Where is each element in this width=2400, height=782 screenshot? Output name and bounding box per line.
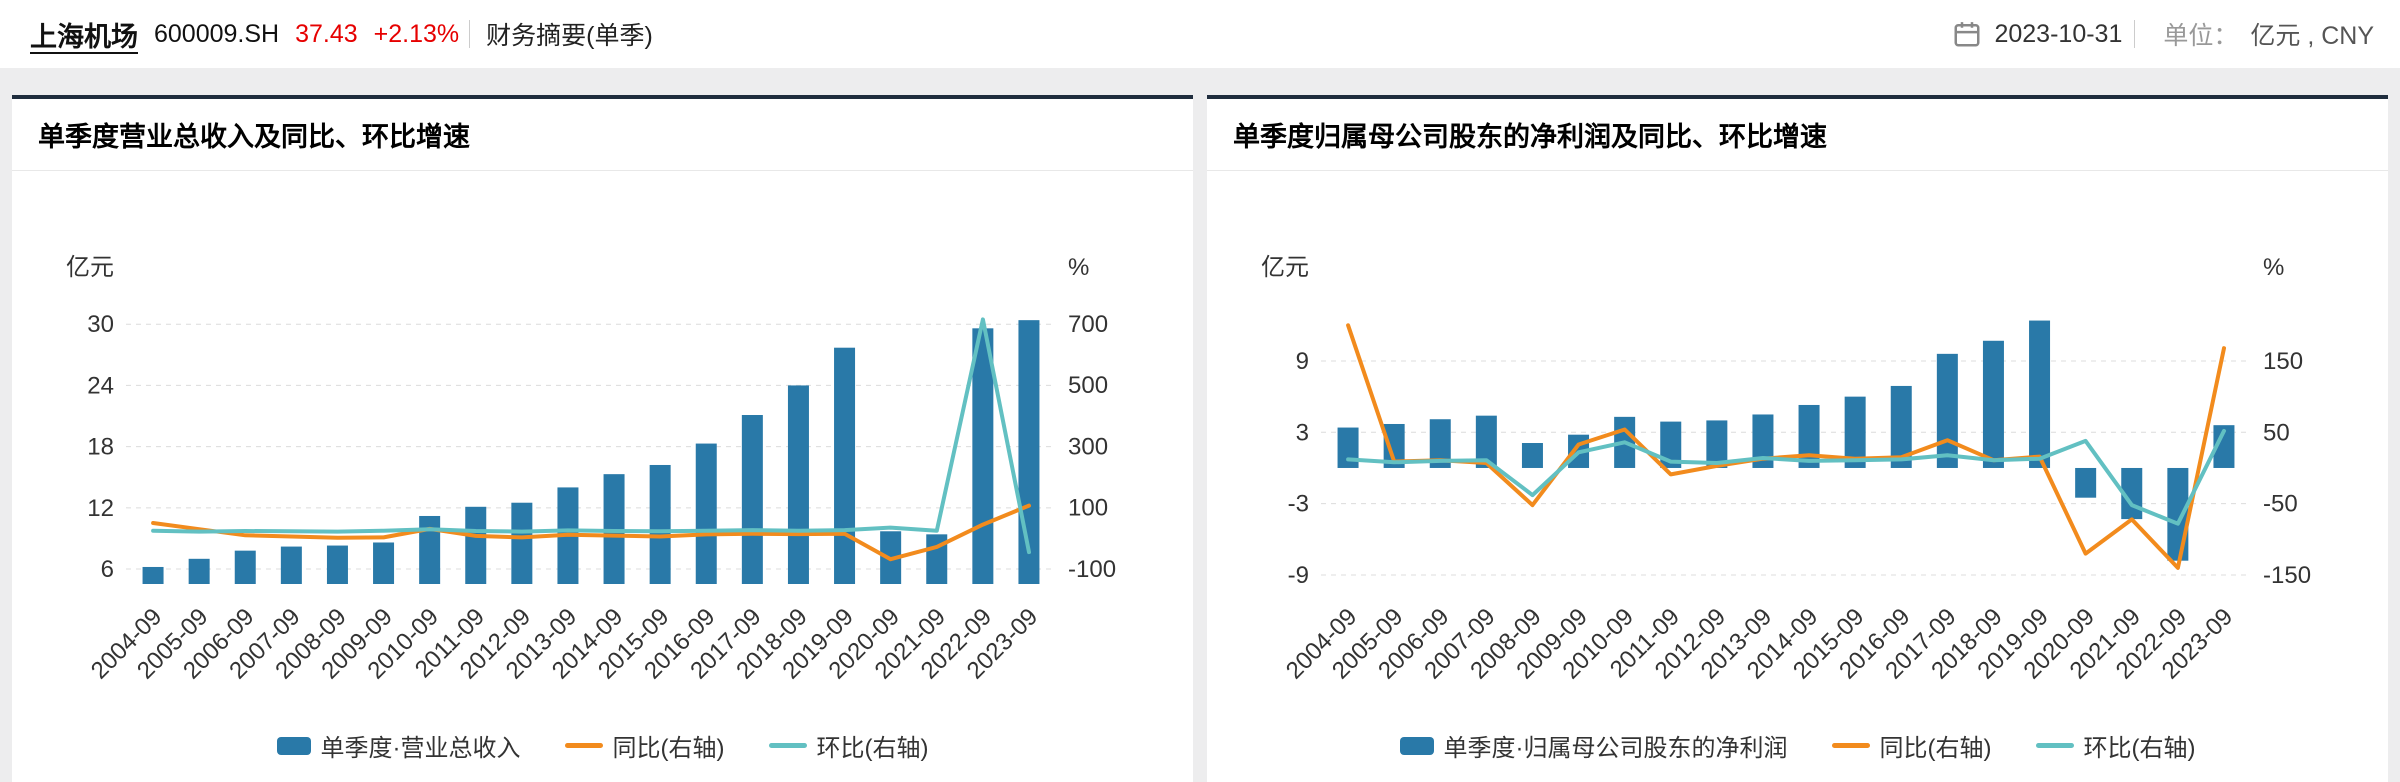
svg-text:9: 9 bbox=[1296, 348, 1309, 375]
stock-price: 37.43 bbox=[295, 19, 358, 48]
svg-text:150: 150 bbox=[2263, 348, 2303, 375]
svg-text:700: 700 bbox=[1068, 311, 1108, 338]
svg-text:50: 50 bbox=[2263, 419, 2290, 446]
net-profit-chart-panel: 单季度归属母公司股东的净利润及同比、环比增速 -9 -3 3 9 -150 -50 50 15… bbox=[1207, 95, 2388, 782]
revenue-chart-svg[interactable]: 6 12 18 24 30 -100 100 300 500 700 亿元 % 2004-092005-… bbox=[12, 171, 1192, 726]
line-swatch bbox=[768, 743, 807, 748]
panel-title: 单季度营业总收入及同比、环比增速 bbox=[12, 99, 1193, 171]
legend-item[interactable]: 环比(右轴) bbox=[768, 728, 929, 763]
stock-code: 600009.SH bbox=[154, 19, 280, 48]
bars[interactable] bbox=[1337, 320, 2235, 561]
legend-item[interactable]: 同比(右轴) bbox=[1831, 728, 1992, 763]
stock-name-link[interactable]: 上海机场 bbox=[30, 21, 138, 52]
svg-text:100: 100 bbox=[1068, 495, 1108, 522]
svg-text:-50: -50 bbox=[2263, 491, 2298, 518]
svg-text:-100: -100 bbox=[1068, 556, 1116, 583]
revenue-chart[interactable]: 6 12 18 24 30 -100 100 300 500 700 亿元% 2004-09 2005-… bbox=[12, 171, 1193, 726]
net-profit-chart-svg[interactable]: -9 -3 3 9 -150 -50 50 150 亿元 % 2004-092005-092006-… bbox=[1207, 171, 2387, 726]
app-header: 上海机场 600009.SH 37.43 +2.13% 财务摘要(单季) 202… bbox=[0, 0, 2400, 68]
svg-text:12: 12 bbox=[87, 495, 114, 522]
calendar-icon[interactable] bbox=[1952, 19, 1982, 49]
legend-label: 同比(右轴) bbox=[1879, 735, 1992, 762]
revenue-chart-panel: 单季度营业总收入及同比、环比增速 6 12 18 24 30 -100 100 300 500 7… bbox=[12, 95, 1193, 782]
svg-text:30: 30 bbox=[87, 311, 114, 338]
svg-text:500: 500 bbox=[1068, 372, 1108, 399]
svg-text:-150: -150 bbox=[2263, 562, 2311, 589]
legend-label: 环比(右轴) bbox=[2083, 735, 2196, 762]
bar-swatch bbox=[276, 736, 311, 755]
legend-item[interactable]: 环比(右轴) bbox=[2035, 728, 2196, 763]
bars[interactable] bbox=[142, 320, 1040, 584]
qoq-line[interactable] bbox=[1346, 428, 2226, 526]
stock-change: +2.13% bbox=[373, 19, 460, 48]
left-axis-unit: 亿元 bbox=[1261, 254, 1309, 281]
svg-text:300: 300 bbox=[1068, 433, 1108, 460]
legend-label: 单季度·归属母公司股东的净利润 bbox=[1443, 735, 1788, 762]
legend-label: 单季度·营业总收入 bbox=[320, 735, 521, 762]
legend-item[interactable]: 单季度·归属母公司股东的净利润 bbox=[1399, 728, 1788, 763]
legend-item[interactable]: 同比(右轴) bbox=[564, 728, 725, 763]
svg-text:-3: -3 bbox=[1288, 491, 1309, 518]
qoq-line[interactable] bbox=[151, 317, 1031, 555]
yoy-line[interactable] bbox=[1346, 323, 2226, 570]
yoy-line[interactable] bbox=[151, 503, 1031, 562]
report-date-picker[interactable]: 2023-10-31 bbox=[1994, 19, 2123, 48]
header-right: 2023-10-31 单位： 亿元 , CNY bbox=[1940, 16, 2374, 52]
x-axis-labels: 2004-092005-092006-092007-092008-092009-… bbox=[86, 603, 1043, 684]
report-type-label: 财务摘要(单季) bbox=[486, 22, 653, 50]
axes: -9 -3 3 9 -150 -50 50 150 亿元% bbox=[1261, 254, 2311, 589]
svg-text:6: 6 bbox=[101, 556, 114, 583]
right-axis-unit: % bbox=[2263, 254, 2284, 281]
divider bbox=[2134, 20, 2136, 48]
svg-text:18: 18 bbox=[87, 434, 114, 461]
svg-text:24: 24 bbox=[87, 372, 114, 399]
panel-title: 单季度归属母公司股东的净利润及同比、环比增速 bbox=[1207, 99, 2388, 171]
net-profit-chart-legend: 单季度·归属母公司股东的净利润 同比(右轴) 环比(右轴) bbox=[1207, 728, 2388, 763]
revenue-chart-legend: 单季度·营业总收入 同比(右轴) 环比(右轴) bbox=[12, 728, 1193, 763]
line-swatch bbox=[2035, 743, 2074, 748]
net-profit-chart[interactable]: -9 -3 3 9 -150 -50 50 150 亿元% 2004-09 2005-09 2006-… bbox=[1207, 171, 2388, 726]
unit-value: 亿元 , CNY bbox=[2250, 22, 2374, 50]
stock-summary: 上海机场 600009.SH 37.43 +2.13% 财务摘要(单季) bbox=[30, 15, 669, 54]
legend-item[interactable]: 单季度·营业总收入 bbox=[276, 728, 521, 763]
right-axis-unit: % bbox=[1068, 254, 1089, 281]
x-axis-labels: 2004-092005-092006-092007-092008-092009-… bbox=[1281, 603, 2238, 684]
axes: 6 12 18 24 30 -100 100 300 500 700 亿元% bbox=[66, 254, 1116, 583]
left-axis-unit: 亿元 bbox=[66, 254, 114, 281]
unit-label: 单位： bbox=[2163, 22, 2239, 50]
svg-text:3: 3 bbox=[1296, 419, 1309, 446]
legend-label: 环比(右轴) bbox=[816, 735, 929, 762]
legend-label: 同比(右轴) bbox=[612, 735, 725, 762]
line-swatch bbox=[564, 743, 603, 748]
svg-text:-9: -9 bbox=[1288, 562, 1309, 589]
divider bbox=[469, 20, 471, 48]
bar-swatch bbox=[1399, 736, 1434, 755]
charts-container: 单季度营业总收入及同比、环比增速 6 12 18 24 30 -100 100 300 500 7… bbox=[12, 95, 2388, 782]
line-swatch bbox=[1831, 743, 1870, 748]
